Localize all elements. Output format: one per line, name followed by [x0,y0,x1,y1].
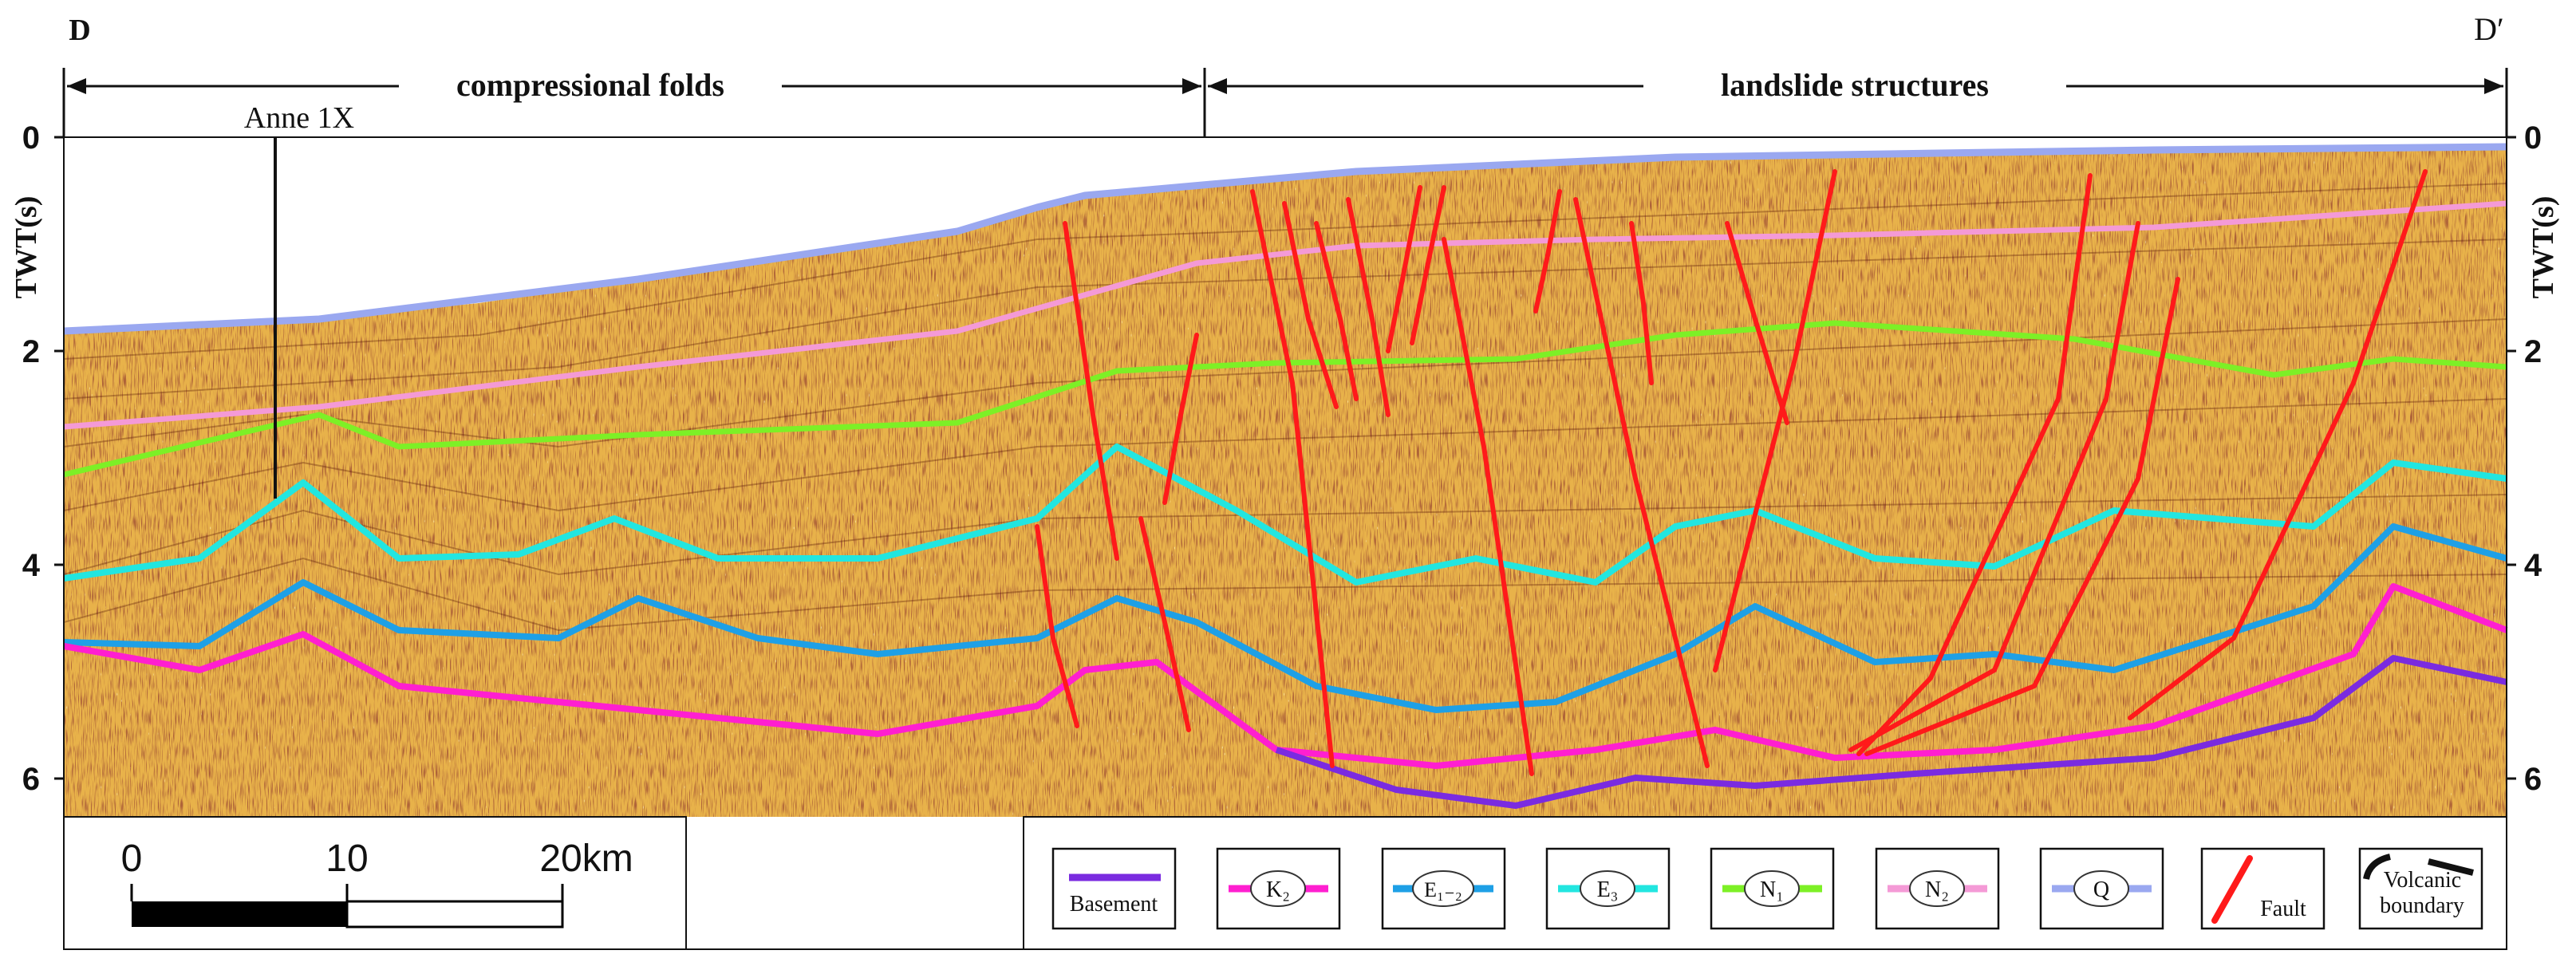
legend-label-line: Volcanic [2384,868,2461,893]
arrow-head [2484,78,2503,94]
arrow-head [1208,78,1227,94]
legend-label: K₂ [1266,877,1290,902]
legend-label: N₂ [1925,877,1949,902]
legend: Basement K₂ E₁₋₂ E₃ N₁ [1023,816,2507,950]
arrow-head [1182,78,1201,94]
scale-bar-white-segment [345,900,564,929]
fault-line [1035,524,1079,728]
legend-label: E₃ [1597,877,1619,902]
fault-line [1848,221,2140,752]
left-axis: TWT(s) 0 2 4 6 [10,120,65,949]
horizon-q [63,143,2507,335]
tick-label: 0 [2524,120,2542,156]
well: Anne 1X [244,101,354,499]
fault-line [1725,221,1789,425]
legend-item-k2: K₂ [1216,847,1341,930]
fault-line [1856,173,2093,756]
fault-line [1629,221,1654,385]
scale-bar: 0 10 20km [63,816,687,950]
legend-oval [1412,870,1474,907]
legend-label: E₁₋₂ [1424,878,1462,901]
legend-swatch-frame [1051,847,1177,930]
segment-label-landslide: landslide structures [1721,67,1989,103]
fault-line [1250,189,1335,768]
legend-swatch-frame [2200,847,2326,930]
tick-label: 4 [2524,548,2542,583]
horizon-n1 [63,320,2507,478]
horizon-basement [1275,655,2507,809]
legend-label: Q [2093,877,2109,902]
horizon-k2 [63,583,2508,769]
right-axis: TWT(s) 0 2 4 6 [2506,120,2560,949]
legend-volcanic-symbol [2363,854,2392,880]
legend-oval [1744,870,1800,907]
axis-title: TWT(s) [10,196,43,299]
tick-label: 6 [22,762,40,797]
legend-label-line: boundary [2380,893,2464,918]
profile-start-label: D [69,14,90,47]
tick-label: 2 [2524,334,2542,369]
legend-oval [1580,870,1635,907]
arrow-head [67,78,86,94]
legend-item-n2: N₂ [1875,847,2000,930]
scale-tick-label: 10 [325,838,368,880]
horizons [63,143,2508,809]
legend-label: N₁ [1760,877,1784,902]
legend-label: Basement [1070,892,1158,917]
tick-label: 4 [22,548,41,583]
horizon-n2 [63,200,2507,430]
fault-line [1346,197,1391,417]
legend-item-e12: E₁₋₂ [1381,847,1506,930]
faults [1035,169,2428,776]
well-label: Anne 1X [244,101,354,135]
segment-label-compressional: compressional folds [456,67,724,103]
fault-line [1314,221,1359,401]
fault-line [1442,237,1534,776]
fault-line [1573,197,1710,768]
scale-bar-box [63,816,687,950]
legend-item-basement: Basement [1051,847,1177,930]
legend-item-n1: N₁ [1710,847,1835,930]
fault-line [1864,277,2180,756]
tick-label: 6 [2524,762,2542,797]
horizon-e3 [63,444,2507,586]
legend-label: Volcanic boundary [2380,868,2467,918]
bedding-lines [64,183,2507,632]
fault-line [1063,221,1119,561]
profile-end-label: D′ [2474,11,2504,47]
profile-header: D D′ compressional folds landslide struc… [62,11,2508,138]
legend-item-e3: E₃ [1545,847,1671,930]
legend-item-fault: Fault [2200,847,2326,930]
legend-label: Fault [2260,897,2306,921]
legend-oval [2073,870,2129,907]
fault-line [1713,169,1837,672]
legend-oval [1250,870,1306,907]
legend-fault-symbol [2211,855,2253,924]
fault-line [1282,201,1339,409]
fault-line [1533,189,1562,313]
tick-label: 2 [22,334,40,369]
fault-line [1410,185,1446,345]
fault-line [1162,333,1199,505]
horizon-e12 [63,523,2508,713]
legend-oval [1909,870,1965,907]
legend-item-volcanic: Volcanic boundary [2358,847,2483,930]
scale-bar-black-segment [132,901,347,927]
legend-volcanic-symbol [2428,858,2474,876]
axis-title: TWT(s) [2527,196,2560,299]
tick-label: 0 [22,120,40,156]
fault-line [2128,169,2428,720]
fault-line [1386,185,1422,353]
fault-line [1138,516,1191,732]
legend-item-q: Q [2039,847,2164,930]
scale-tick-label: 20km [539,838,633,880]
scale-tick-label: 0 [121,838,143,880]
